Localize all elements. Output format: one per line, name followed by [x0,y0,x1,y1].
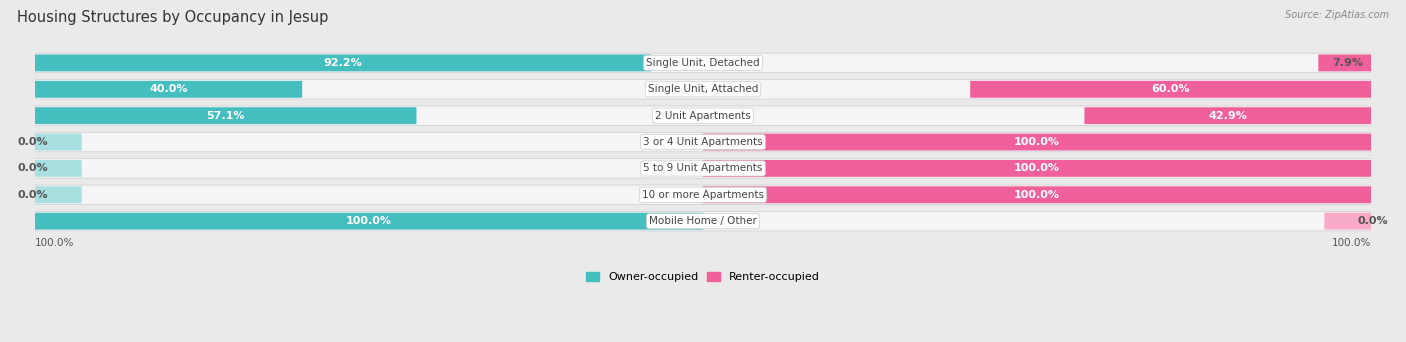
Text: 3 or 4 Unit Apartments: 3 or 4 Unit Apartments [643,137,763,147]
Text: Single Unit, Attached: Single Unit, Attached [648,84,758,94]
FancyBboxPatch shape [1324,213,1371,229]
Text: 92.2%: 92.2% [323,58,363,68]
Text: 60.0%: 60.0% [1152,84,1189,94]
Text: 0.0%: 0.0% [1358,216,1389,226]
Text: Source: ZipAtlas.com: Source: ZipAtlas.com [1285,10,1389,20]
Text: 57.1%: 57.1% [207,111,245,121]
FancyBboxPatch shape [703,186,1371,203]
FancyBboxPatch shape [1319,54,1371,71]
Text: 100.0%: 100.0% [1331,238,1371,248]
FancyBboxPatch shape [35,106,1371,126]
Text: 2 Unit Apartments: 2 Unit Apartments [655,111,751,121]
FancyBboxPatch shape [35,185,1371,205]
FancyBboxPatch shape [35,54,651,71]
Text: 42.9%: 42.9% [1209,111,1247,121]
FancyBboxPatch shape [35,186,82,203]
Legend: Owner-occupied, Renter-occupied: Owner-occupied, Renter-occupied [581,267,825,287]
Text: 100.0%: 100.0% [1014,163,1060,173]
FancyBboxPatch shape [1084,107,1371,124]
FancyBboxPatch shape [35,213,703,229]
FancyBboxPatch shape [35,80,1371,99]
Text: 0.0%: 0.0% [17,137,48,147]
FancyBboxPatch shape [970,81,1371,98]
FancyBboxPatch shape [35,211,1371,231]
FancyBboxPatch shape [35,134,82,150]
Text: Single Unit, Detached: Single Unit, Detached [647,58,759,68]
Text: 7.9%: 7.9% [1331,58,1362,68]
Text: 0.0%: 0.0% [17,163,48,173]
FancyBboxPatch shape [35,159,1371,178]
FancyBboxPatch shape [35,160,82,177]
Text: 100.0%: 100.0% [1014,137,1060,147]
FancyBboxPatch shape [35,107,416,124]
Text: Mobile Home / Other: Mobile Home / Other [650,216,756,226]
FancyBboxPatch shape [703,134,1371,150]
Text: 100.0%: 100.0% [346,216,392,226]
FancyBboxPatch shape [35,81,302,98]
Text: 5 to 9 Unit Apartments: 5 to 9 Unit Apartments [644,163,762,173]
FancyBboxPatch shape [35,132,1371,152]
Text: 10 or more Apartments: 10 or more Apartments [643,190,763,200]
FancyBboxPatch shape [703,160,1371,177]
Text: 0.0%: 0.0% [17,190,48,200]
Text: 40.0%: 40.0% [149,84,187,94]
Text: 100.0%: 100.0% [1014,190,1060,200]
Text: Housing Structures by Occupancy in Jesup: Housing Structures by Occupancy in Jesup [17,10,328,25]
Text: 100.0%: 100.0% [35,238,75,248]
FancyBboxPatch shape [35,53,1371,73]
